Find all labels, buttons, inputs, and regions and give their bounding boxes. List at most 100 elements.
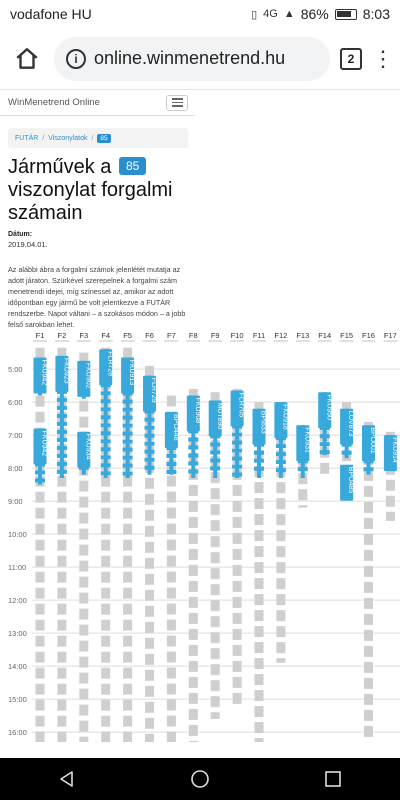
scheduled-segment: [188, 564, 198, 576]
vehicle-label-box: [55, 355, 69, 392]
breadcrumb-route-badge: 85: [97, 133, 111, 143]
scheduled-segment: [276, 514, 286, 526]
vehicle-label-box: [340, 464, 354, 501]
back-button[interactable]: [47, 759, 87, 799]
active-segment: [232, 472, 243, 477]
active-segment: [56, 453, 67, 458]
scheduled-segment: [57, 603, 67, 615]
vehicle-label-box: [33, 357, 47, 394]
column-header: F1: [36, 331, 45, 340]
scheduled-segment: [188, 676, 198, 688]
scheduled-segment: [232, 532, 242, 544]
active-segment: [100, 447, 111, 452]
vehicle-label-box: [230, 390, 244, 427]
scheduled-segment: [210, 696, 220, 708]
recents-button[interactable]: [313, 759, 353, 799]
active-segment: [341, 442, 352, 447]
scheduled-segment: [145, 733, 154, 742]
vehicle-label: FKU931: [303, 427, 310, 453]
active-segment: [144, 409, 155, 414]
scheduled-segment: [145, 653, 154, 665]
active-segment: [297, 467, 308, 472]
vehicle-label-box: [99, 349, 113, 386]
browser-menu-button[interactable]: ⋮: [372, 47, 394, 70]
active-segment: [210, 434, 221, 439]
vehicle-label-box: [77, 431, 91, 468]
vehicle-label: FLR726: [106, 351, 113, 376]
active-segment: [210, 466, 221, 471]
info-icon[interactable]: i: [66, 48, 86, 69]
column-header: F11: [253, 331, 265, 340]
scheduled-segment: [254, 562, 264, 574]
active-segment: [100, 471, 111, 476]
scheduled-segment: [364, 517, 373, 529]
vibrate-icon: ▯: [251, 8, 258, 21]
scheduled-segment: [298, 489, 308, 501]
home-nav-button[interactable]: [180, 759, 220, 799]
scheduled-segment: [364, 469, 373, 481]
scheduled-segment: [188, 596, 198, 608]
scheduled-segment: [276, 626, 286, 638]
scheduled-segment: [57, 539, 67, 551]
scheduled-segment: [79, 512, 89, 524]
page-title: Járművek a 85 viszonylat forgalmi számai…: [8, 156, 193, 225]
scheduled-segment: [276, 578, 286, 590]
active-segment: [188, 469, 199, 474]
active-segment: [144, 441, 155, 446]
active-segment: [188, 445, 199, 450]
column-header: F9: [211, 331, 220, 340]
time-tick-label: 6:00: [8, 398, 23, 407]
scheduled-segment: [166, 715, 176, 727]
scheduled-segment: [123, 555, 133, 567]
breadcrumb-futar[interactable]: FUTÁR: [15, 134, 39, 142]
time-tick-label: 5:00: [8, 365, 23, 374]
scheduled-segment: [35, 571, 45, 583]
scheduled-segment: [254, 498, 264, 510]
scheduled-segment: [166, 683, 176, 695]
active-segment: [232, 448, 243, 453]
scheduled-segment: [123, 539, 133, 551]
scheduled-segment: [79, 704, 89, 716]
vehicle-label: MUT890: [216, 402, 223, 429]
scheduled-segment: [210, 680, 220, 692]
scheduled-segment: [276, 658, 286, 663]
scheduled-segment: [57, 587, 67, 599]
vehicle-label: BPO001: [369, 427, 376, 454]
breadcrumb-viszonylatok[interactable]: Viszonylatok: [48, 134, 88, 142]
scheduled-segment: [188, 740, 198, 742]
scheduled-segment: [232, 596, 242, 608]
scheduled-segment: [254, 658, 264, 670]
scheduled-segment: [276, 530, 286, 542]
scheduled-segment: [101, 507, 111, 519]
scheduled-segment: [364, 725, 373, 737]
scheduled-segment: [254, 482, 264, 494]
scheduled-segment: [166, 507, 176, 519]
scheduled-segment: [254, 738, 264, 742]
active-segment: [122, 399, 133, 404]
active-segment: [100, 455, 111, 460]
scheduled-segment: [57, 635, 67, 647]
scheduled-segment: [123, 571, 133, 583]
active-segment: [341, 450, 352, 455]
scheduled-segment: [298, 473, 308, 485]
scheduled-segment: [123, 619, 133, 631]
column-header: F15: [340, 331, 353, 340]
site-title[interactable]: WinMenetrend Online: [8, 97, 100, 108]
time-tick-label: 8:00: [8, 464, 23, 473]
home-button[interactable]: [10, 42, 44, 76]
scheduled-segment: [123, 347, 133, 359]
address-bar[interactable]: i online.winmenetrend.hu: [54, 36, 330, 81]
scheduled-segment: [254, 642, 264, 654]
active-segment: [166, 470, 177, 474]
active-segment: [144, 425, 155, 430]
scheduled-segment: [79, 656, 89, 668]
hamburger-menu-button[interactable]: [166, 94, 188, 111]
active-segment: [144, 417, 155, 422]
scheduled-segment: [232, 484, 242, 496]
active-segment: [166, 462, 177, 466]
tab-switcher-button[interactable]: 2: [340, 47, 362, 70]
scheduled-segment: [210, 616, 220, 628]
scheduled-segment: [101, 555, 111, 567]
url-text[interactable]: online.winmenetrend.hu: [94, 48, 286, 68]
vehicle-label: FKU934: [84, 434, 91, 460]
